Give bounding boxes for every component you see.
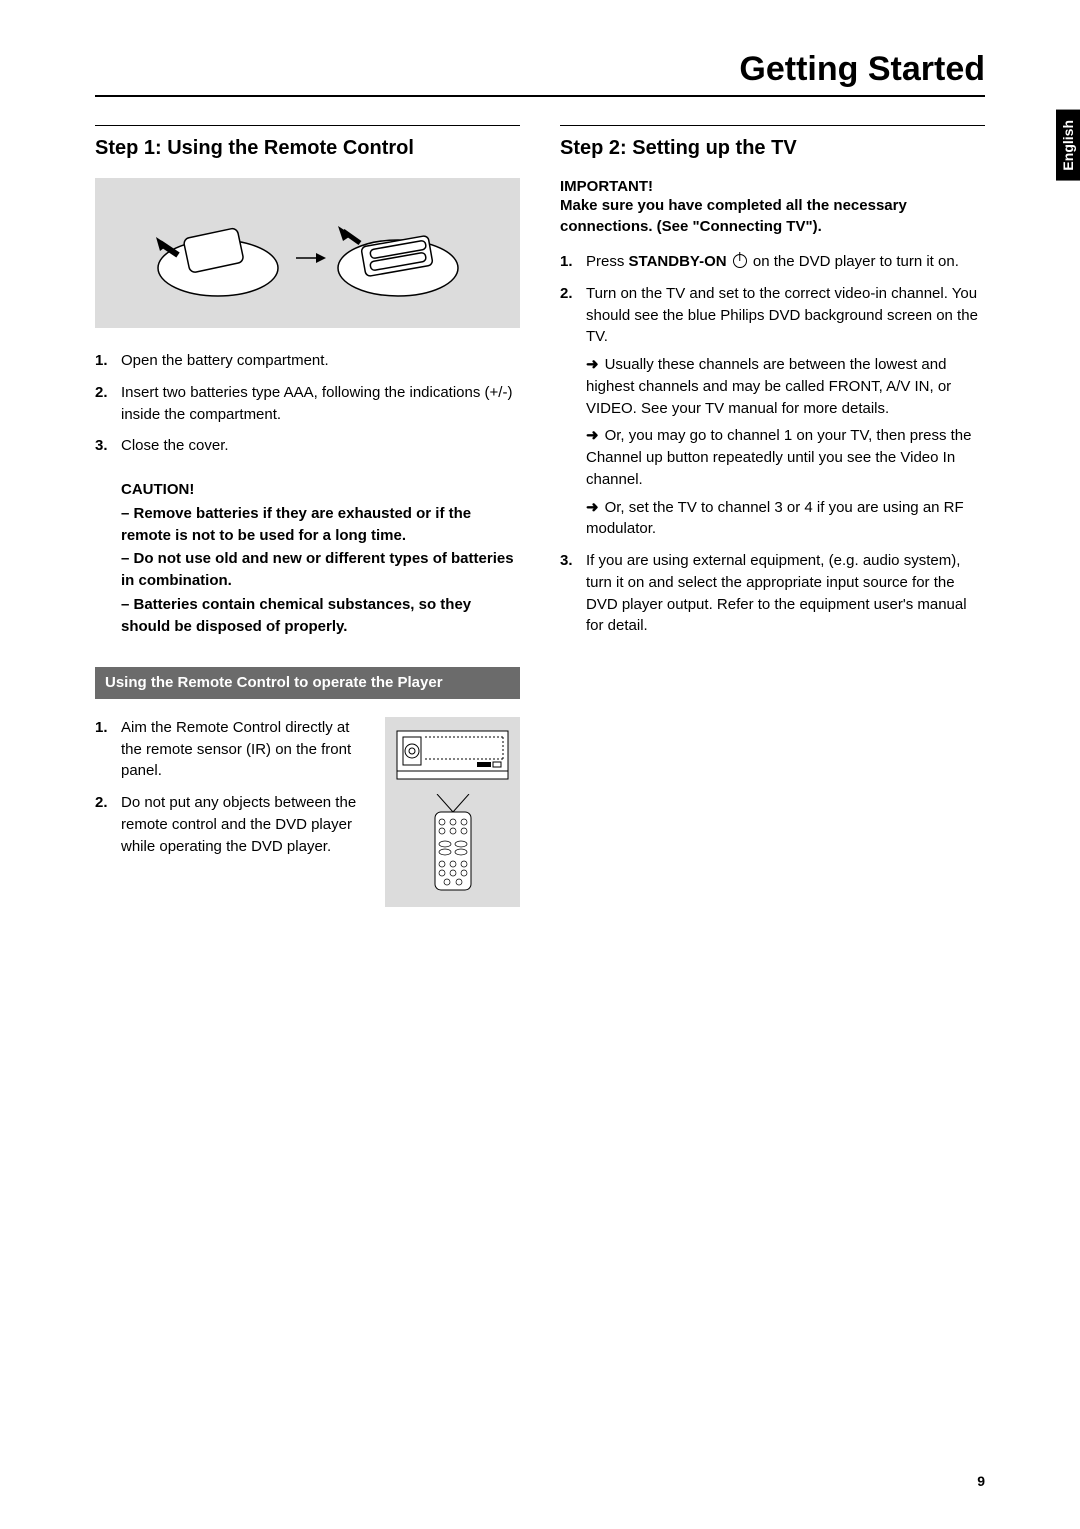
tv-steps-list: Press STANDBY-ON on the DVD player to tu… — [560, 251, 985, 637]
tv-step2-text: Turn on the TV and set to the correct vi… — [586, 285, 978, 346]
power-icon — [733, 254, 747, 268]
language-tab: English — [1056, 110, 1080, 181]
tv-sub-text: Usually these channels are between the l… — [586, 356, 951, 417]
remote-battery-figure — [95, 178, 520, 328]
caution-item: – Remove batteries if they are exhausted… — [121, 503, 520, 547]
tv-step1-bold: STANDBY-ON — [629, 253, 727, 270]
operate-step: Aim the Remote Control directly at the r… — [95, 717, 520, 782]
columns: Step 1: Using the Remote Control — [95, 125, 985, 907]
battery-step: Insert two batteries type AAA, following… — [95, 382, 520, 426]
right-column: Step 2: Setting up the TV IMPORTANT! Mak… — [560, 125, 985, 907]
caution-heading: CAUTION! — [121, 479, 520, 501]
page-title: Getting Started — [95, 50, 985, 97]
tv-sub-point: ➜Or, you may go to channel 1 on your TV,… — [586, 425, 985, 490]
arrow-icon: ➜ — [586, 356, 599, 373]
tv-step1-suffix: on the DVD player to turn it on. — [749, 253, 959, 270]
battery-step: Open the battery compartment. — [95, 350, 520, 372]
important-body: Make sure you have completed all the nec… — [560, 195, 985, 237]
tv-sub-text: Or, set the TV to channel 3 or 4 if you … — [586, 499, 964, 538]
caution-item: – Batteries contain chemical substances,… — [121, 594, 520, 638]
battery-steps-list: Open the battery compartment. Insert two… — [95, 350, 520, 457]
battery-step: Close the cover. — [95, 435, 520, 457]
remote-operate-section: Aim the Remote Control directly at the r… — [95, 717, 520, 907]
tv-step1-prefix: Press — [586, 253, 629, 270]
tv-sub-text: Or, you may go to channel 1 on your TV, … — [586, 427, 971, 488]
caution-item: – Do not use old and new or different ty… — [121, 548, 520, 592]
arrow-icon: ➜ — [586, 499, 599, 516]
step2-title: Step 2: Setting up the TV — [560, 125, 985, 160]
important-heading: IMPORTANT! — [560, 178, 985, 195]
tv-sub-point: ➜Usually these channels are between the … — [586, 354, 985, 419]
operate-step: Do not put any objects between the remot… — [95, 792, 520, 857]
page-content: Getting Started Step 1: Using the Remote… — [0, 0, 1080, 947]
subhead-remote-operate: Using the Remote Control to operate the … — [95, 667, 520, 699]
page-number: 9 — [977, 1473, 985, 1489]
tv-step: Press STANDBY-ON on the DVD player to tu… — [560, 251, 985, 273]
step1-title: Step 1: Using the Remote Control — [95, 125, 520, 160]
left-column: Step 1: Using the Remote Control — [95, 125, 520, 907]
battery-illustration — [138, 193, 478, 313]
arrow-icon: ➜ — [586, 427, 599, 444]
tv-step: Turn on the TV and set to the correct vi… — [560, 283, 985, 540]
caution-block: CAUTION! – Remove batteries if they are … — [95, 479, 520, 637]
tv-step: If you are using external equipment, (e.… — [560, 550, 985, 637]
tv-sub-point: ➜Or, set the TV to channel 3 or 4 if you… — [586, 497, 985, 541]
